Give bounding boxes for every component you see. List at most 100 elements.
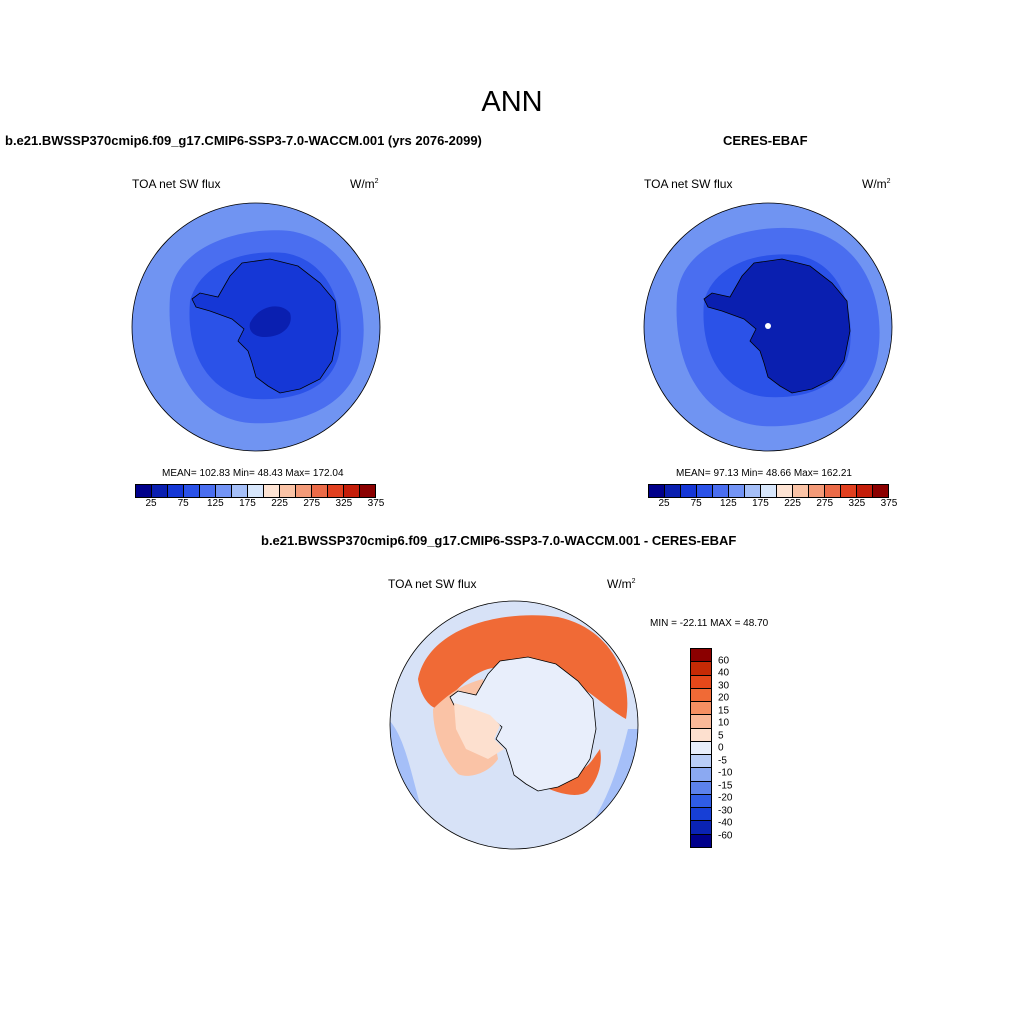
model-colorbar-swatch <box>296 485 312 497</box>
diff-colorbar-swatch <box>691 755 711 769</box>
diff-colorbar-swatch <box>691 649 711 663</box>
diff-colorbar-tick-label: 40 <box>718 667 730 679</box>
diff-map-border <box>389 600 639 850</box>
diff-colorbar-swatch <box>691 688 711 703</box>
diff-stats-text: MIN = -22.11 MAX = 48.70 <box>650 618 769 629</box>
model-colorbar-swatch <box>200 485 216 497</box>
obs-colorbar-swatch <box>873 485 888 497</box>
model-colorbar-swatch <box>152 485 168 497</box>
obs-stats-text: MEAN= 97.13 Min= 48.66 Max= 162.21 <box>676 468 852 479</box>
obs-colorbar-swatch <box>665 485 681 497</box>
diff-colorbar-labels: 60 40 30 20 15 10 5 0 -5 -10 -15 -20 -30 -40 -60 <box>718 648 758 848</box>
diff-colorbar-tick-label: 20 <box>718 692 730 704</box>
obs-colorbar-swatch <box>761 485 777 497</box>
model-colorbar-swatch <box>136 485 152 497</box>
model-colorbar-tick-label: 225 <box>271 498 288 509</box>
diff-colorbar-swatch <box>691 715 711 729</box>
diff-units-label: W/m2 <box>607 577 636 591</box>
diff-colorbar-swatch <box>691 702 711 716</box>
diff-colorbar-swatch <box>691 741 711 756</box>
model-colorbar-swatch <box>248 485 264 497</box>
model-colorbar-swatch <box>184 485 200 497</box>
obs-colorbar-swatch <box>857 485 873 497</box>
obs-colorbar-swatch <box>745 485 761 497</box>
obs-variable-label: TOA net SW flux <box>644 177 733 191</box>
model-units-label: W/m2 <box>350 177 379 191</box>
diff-colorbar-swatch <box>691 781 711 795</box>
model-colorbar-swatch <box>232 485 248 497</box>
model-colorbar-labels: 25 75 125 175 225 275 325 375 <box>135 498 385 510</box>
diff-colorbar-tick-label: -60 <box>718 830 733 841</box>
obs-colorbar-boxes <box>648 484 889 498</box>
model-map-border <box>131 202 381 452</box>
diff-colorbar-tick-label: -40 <box>718 817 733 829</box>
diff-colorbar-swatch <box>691 728 711 742</box>
obs-colorbar-tick-label: 125 <box>719 498 737 509</box>
diff-colorbar-swatch <box>691 675 711 689</box>
obs-colorbar-tick-label: 375 <box>880 498 898 509</box>
model-colorbar-tick-label: 125 <box>206 498 224 509</box>
obs-colorbar-swatch <box>681 485 697 497</box>
obs-colorbar-swatch <box>729 485 745 497</box>
model-stats-text: MEAN= 102.83 Min= 48.43 Max= 172.04 <box>162 468 344 479</box>
model-field-core <box>249 306 291 337</box>
obs-units-label: W/m2 <box>862 177 891 191</box>
obs-colorbar-swatch <box>777 485 793 497</box>
diff-warm-anomaly <box>418 615 628 719</box>
obs-pole-gap <box>765 323 771 329</box>
diff-colorbar-swatch <box>691 794 711 809</box>
model-colorbar-swatch <box>328 485 344 497</box>
model-panel-title: b.e21.BWSSP370cmip6.f09_g17.CMIP6-SSP3-7… <box>5 133 482 148</box>
model-colorbar: 25 75 125 175 225 275 325 375 <box>135 484 385 510</box>
obs-colorbar-swatch <box>825 485 841 497</box>
obs-colorbar-swatch <box>649 485 665 497</box>
diff-colorbar-tick-label: 0 <box>718 742 724 754</box>
diff-colorbar-tick-label: 5 <box>718 730 724 741</box>
diff-colorbar-tick-label: 60 <box>718 655 730 666</box>
obs-colorbar-tick-label: 325 <box>848 498 866 509</box>
obs-colorbar-swatch <box>841 485 857 497</box>
model-colorbar-tick-label: 25 <box>145 498 157 509</box>
obs-panel-title: CERES-EBAF <box>723 133 808 148</box>
model-colorbar-swatch <box>264 485 280 497</box>
model-colorbar-tick-label: 275 <box>303 498 321 509</box>
model-colorbar-swatch <box>344 485 360 497</box>
model-variable-label: TOA net SW flux <box>132 177 221 191</box>
diff-colorbar-tick-label: -15 <box>718 780 733 791</box>
obs-map-border <box>643 202 893 452</box>
figure-title: ANN <box>481 86 543 118</box>
obs-colorbar: 25 75 125 175 225 275 325 375 <box>648 484 898 510</box>
model-colorbar-swatch <box>360 485 375 497</box>
diff-colorbar-tick-label: -10 <box>718 767 733 779</box>
model-colorbar-tick-label: 175 <box>239 498 256 509</box>
model-colorbar-boxes <box>135 484 376 498</box>
diff-colorbar-swatch <box>691 834 711 847</box>
diff-colorbar-tick-label: 30 <box>718 680 730 691</box>
diff-colorbar-tick-label: 15 <box>718 705 730 716</box>
model-colorbar-tick-label: 325 <box>335 498 353 509</box>
diff-panel-title: b.e21.BWSSP370cmip6.f09_g17.CMIP6-SSP3-7… <box>261 533 737 548</box>
diff-colorbar-swatch <box>691 808 711 822</box>
diff-colorbar-tick-label: -30 <box>718 805 733 816</box>
model-colorbar-tick-label: 75 <box>177 498 189 509</box>
obs-colorbar-swatch <box>713 485 729 497</box>
diff-colorbar-swatch <box>691 768 711 782</box>
obs-colorbar-swatch <box>697 485 713 497</box>
obs-colorbar-swatch <box>793 485 809 497</box>
diff-colorbar-swatch <box>691 662 711 676</box>
diff-peninsula-anomaly <box>454 703 504 759</box>
diff-colorbar-tick-label: 10 <box>718 717 730 729</box>
model-colorbar-tick-label: 375 <box>367 498 385 509</box>
diff-colorbar-tick-label: -20 <box>718 792 733 804</box>
obs-colorbar-tick-label: 75 <box>690 498 702 509</box>
obs-colorbar-swatch <box>809 485 825 497</box>
model-polar-map <box>131 202 381 452</box>
obs-polar-map <box>643 202 893 452</box>
obs-colorbar-tick-label: 225 <box>784 498 801 509</box>
obs-colorbar-labels: 25 75 125 175 225 275 325 375 <box>648 498 898 510</box>
diff-colorbar-swatch <box>691 821 711 835</box>
diff-colorbar-tick-label: -5 <box>718 755 727 766</box>
obs-colorbar-tick-label: 175 <box>752 498 769 509</box>
obs-colorbar-tick-label: 25 <box>658 498 670 509</box>
diff-polar-map <box>389 600 639 850</box>
